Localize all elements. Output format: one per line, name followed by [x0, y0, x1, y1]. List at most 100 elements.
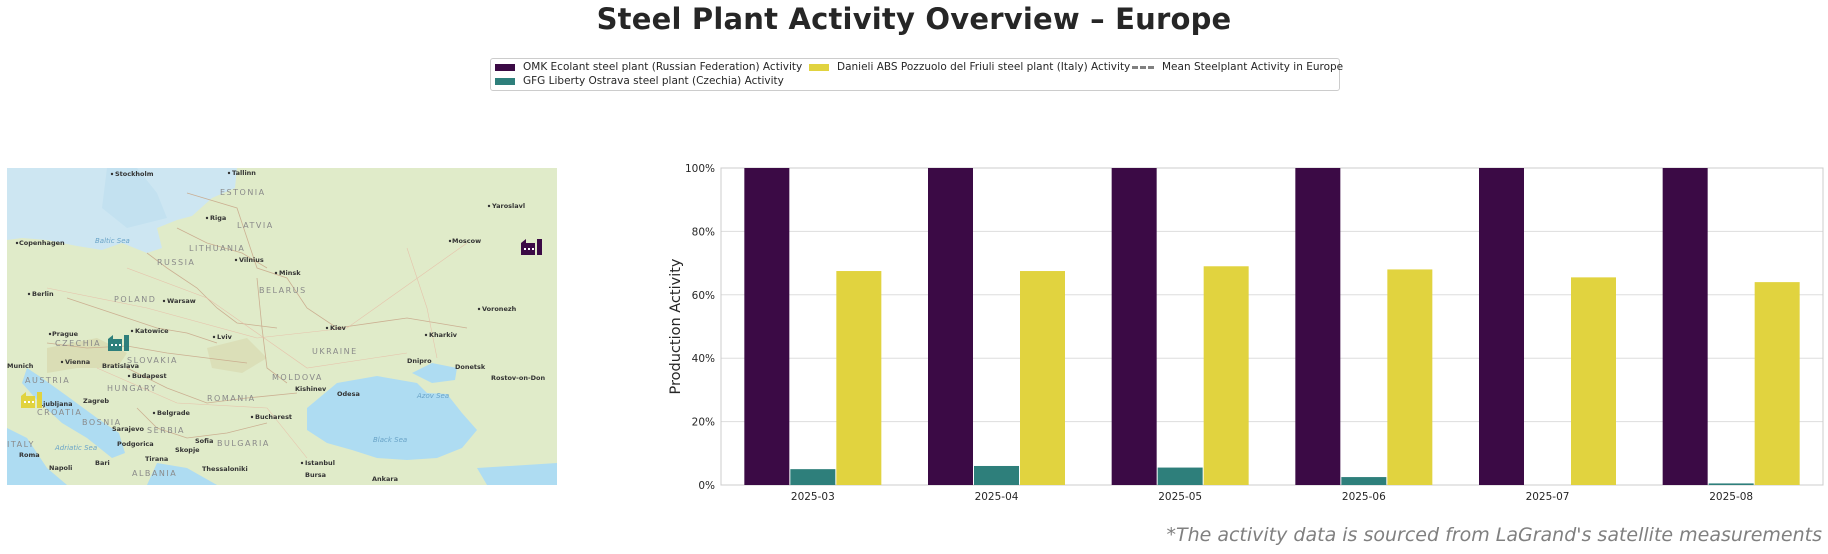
- map-city-label: Berlin: [32, 290, 54, 298]
- factory-icon[interactable]: [521, 239, 542, 255]
- bar: [928, 168, 973, 485]
- bar: [836, 271, 882, 485]
- map-country-label: RUSSIA: [157, 258, 195, 267]
- x-tick-label: 2025-07: [1526, 491, 1570, 503]
- map-city-label: Sarajevo: [112, 425, 145, 433]
- map-city-label: Bratislava: [102, 362, 139, 370]
- map-city-label: Lviv: [217, 333, 233, 341]
- map-country-label: ITALY: [7, 440, 35, 449]
- y-axis-title: Production Activity: [668, 258, 684, 394]
- chart-legend: OMK Ecolant steel plant (Russian Federat…: [490, 58, 1343, 91]
- map-city-label: Moscow: [452, 237, 481, 245]
- map-city-label: Bari: [95, 459, 110, 467]
- map-city-label: Bursa: [305, 471, 326, 479]
- legend-dash-mean: [1132, 65, 1154, 69]
- map-sea-label: Baltic Sea: [95, 237, 130, 245]
- page-title: Steel Plant Activity Overview – Europe: [596, 2, 1232, 36]
- x-tick-label: 2025-05: [1158, 491, 1202, 503]
- map-city-label: Bucharest: [255, 413, 292, 421]
- bar: [1157, 467, 1203, 485]
- map-country-label: SLOVAKIA: [127, 356, 178, 365]
- y-tick-label: 0%: [698, 480, 715, 492]
- map-city-label: Tirana: [145, 455, 168, 463]
- legend-swatch-danieli: [809, 63, 829, 71]
- legend-item-danieli: Danieli ABS Pozzuolo del Friuli steel pl…: [809, 61, 1130, 73]
- legend-label-danieli: Danieli ABS Pozzuolo del Friuli steel pl…: [837, 61, 1131, 73]
- map-sea-label: Black Sea: [373, 436, 407, 444]
- map-country-label: ESTONIA: [220, 188, 266, 197]
- map-city-label: Ankara: [372, 475, 398, 483]
- map-city-label: Stockholm: [115, 170, 154, 178]
- legend-item-mean: Mean Steelplant Activity in Europe: [1132, 61, 1343, 73]
- bar: [1295, 168, 1341, 485]
- factory-icon[interactable]: [108, 335, 129, 351]
- bar-chart: 0% 20% 40% 60% 80% 100% 2025-03 2025-04 2025-05 2…: [640, 150, 1828, 510]
- map-country-label: ALBANIA: [132, 469, 177, 478]
- bar: [1754, 282, 1800, 485]
- map-country-label: AUSTRIA: [25, 376, 70, 385]
- bar: [1479, 168, 1524, 485]
- map-city-label: Sofia: [195, 437, 213, 445]
- map-azov-sea: [412, 363, 457, 383]
- map-city-label: Kharkiv: [429, 331, 458, 339]
- map-aegean-sea: [147, 463, 217, 485]
- map-country-label: HUNGARY: [107, 384, 157, 393]
- bar: [1020, 271, 1065, 485]
- map-country-label: MOLDOVA: [272, 373, 323, 382]
- map-country-label: UKRAINE: [312, 347, 358, 356]
- map-city-label: Copenhagen: [19, 239, 65, 247]
- map-city-label: Skopje: [175, 446, 200, 454]
- map-sea-label: Azov Sea: [416, 392, 449, 400]
- factory-icon[interactable]: [21, 392, 42, 408]
- map-roads: [46, 242, 468, 459]
- map-country-label: CROATIA: [37, 408, 82, 417]
- map-city-label: Katowice: [135, 327, 169, 335]
- map-country-label: LITHUANIA: [189, 244, 245, 253]
- map-adriatic-sea: [22, 368, 125, 458]
- bar: [1387, 269, 1433, 485]
- bar: [790, 469, 836, 485]
- bar: [1341, 477, 1387, 485]
- map-city-label: Voronezh: [482, 305, 517, 313]
- y-tick-label: 80%: [692, 226, 715, 238]
- map-country-label: BULGARIA: [217, 439, 270, 448]
- legend-label-gfg: GFG Liberty Ostrava steel plant (Czechia…: [523, 75, 784, 87]
- x-tick-label: 2025-04: [975, 491, 1019, 503]
- map-carpathians: [207, 338, 267, 373]
- map-city-label: Thessaloniki: [202, 465, 248, 473]
- legend-item-omk: OMK Ecolant steel plant (Russian Federat…: [495, 61, 802, 73]
- map-city-label: Vilnius: [239, 256, 264, 264]
- x-tick-label: 2025-08: [1709, 491, 1753, 503]
- map-city-label: Donetsk: [455, 363, 486, 371]
- map-country-label: BELARUS: [259, 286, 307, 295]
- map-city-label: Warsaw: [167, 297, 196, 305]
- map-country-label: CZECHIA: [55, 339, 101, 348]
- map-city-label: Budapest: [132, 372, 167, 380]
- y-tick-label: 20%: [692, 417, 715, 429]
- bar: [1203, 266, 1249, 485]
- bar: [1708, 483, 1754, 485]
- map-baltic-inner: [102, 168, 167, 228]
- legend-label-mean: Mean Steelplant Activity in Europe: [1162, 61, 1344, 73]
- europe-map[interactable]: ESTONIA LATVIA LITHUANIA RUSSIA BELARUS …: [7, 168, 557, 485]
- map-country-label: LATVIA: [237, 221, 274, 230]
- y-tick-label: 60%: [692, 290, 715, 302]
- bar-chart-svg: 0% 20% 40% 60% 80% 100% 2025-03 2025-04 2025-05 2…: [668, 163, 1824, 503]
- footnote: *The activity data is sourced from LaGra…: [1166, 524, 1822, 546]
- map-city-label: Podgorica: [117, 440, 154, 448]
- x-tick-label: 2025-03: [791, 491, 835, 503]
- map-city-dots: [15, 171, 491, 465]
- y-tick-label: 40%: [692, 353, 715, 365]
- map-city-label: Riga: [210, 214, 226, 222]
- map-city-label: Prague: [52, 330, 79, 338]
- map-east-med: [477, 463, 557, 485]
- map-city-label: Vienna: [65, 358, 90, 366]
- map-sea-label: Adriatic Sea: [54, 444, 97, 452]
- map-city-label: Tallinn: [232, 169, 256, 177]
- bar: [1571, 277, 1616, 485]
- map-city-label: Roma: [19, 451, 40, 459]
- map-city-label: Istanbul: [305, 459, 335, 467]
- legend-label-omk: OMK Ecolant steel plant (Russian Federat…: [523, 61, 803, 73]
- bar: [1662, 168, 1708, 485]
- legend-swatch-gfg: [495, 77, 515, 85]
